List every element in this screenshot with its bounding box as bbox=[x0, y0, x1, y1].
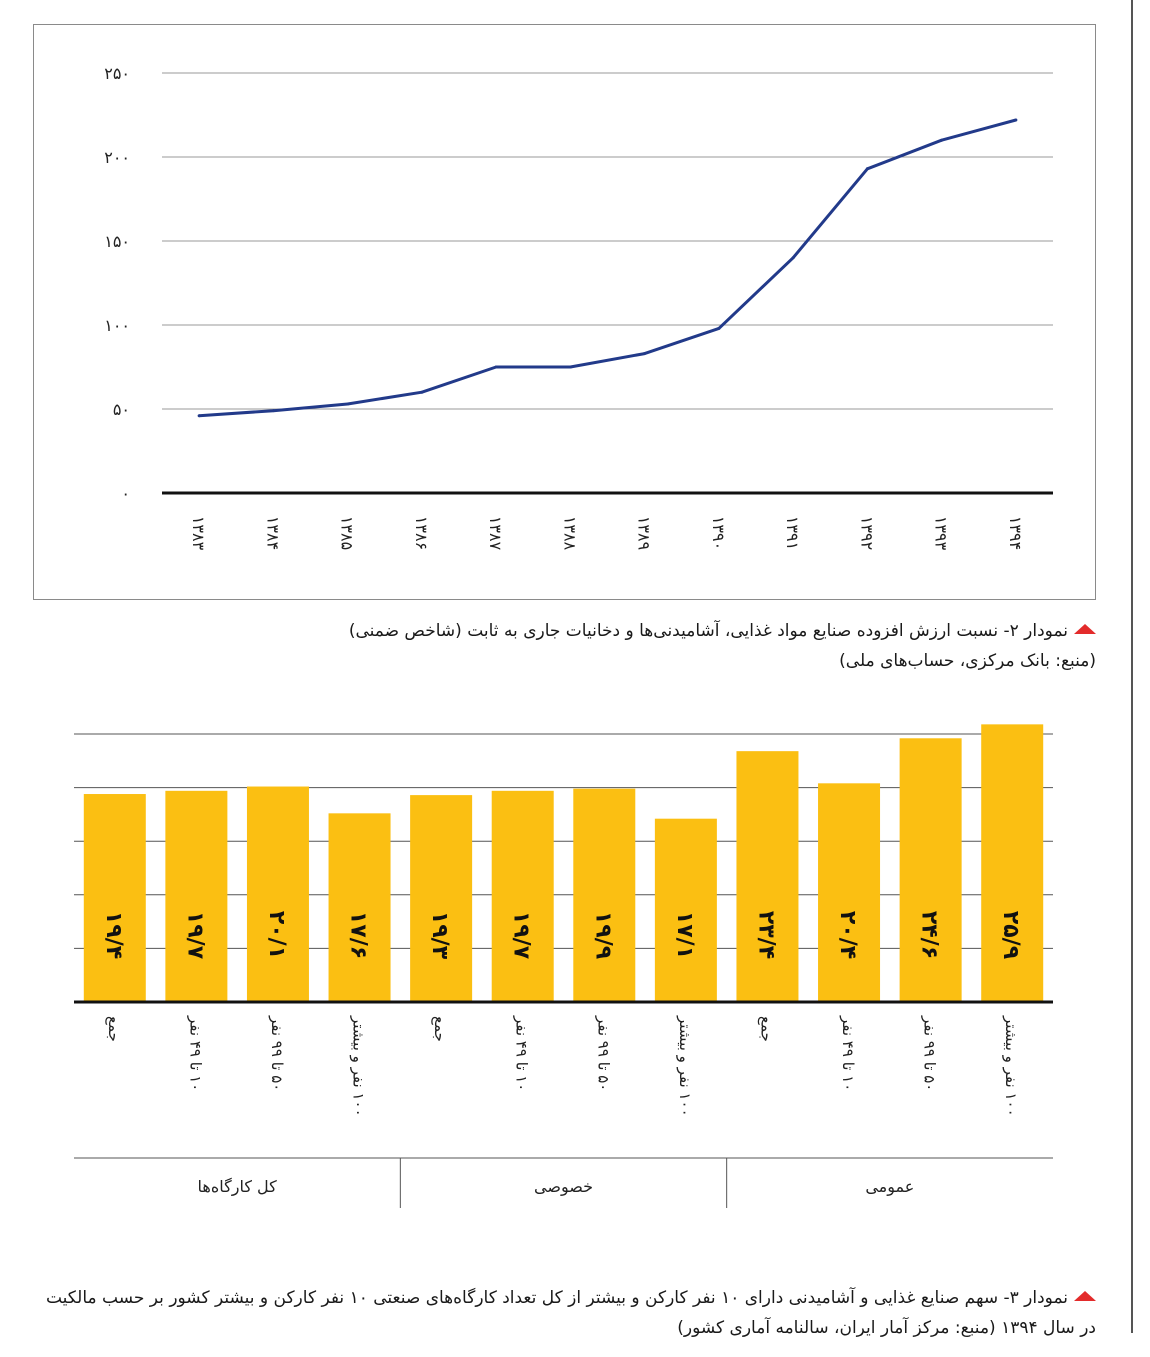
data-point bbox=[494, 365, 498, 369]
bar-value-label: ۲۰/۴ bbox=[835, 911, 860, 959]
chart-3-caption: نمودار ۳- سهم صنایع غذایی و آشامیدنی دار… bbox=[36, 1283, 1096, 1343]
data-point bbox=[643, 352, 647, 356]
bar-chart: ۱۹/۴ جمع ۱۹/۷ ۱۰ تا ۴۹ نفر ۲۰/۱ ۵۰ تا ۹۹ نفر ۱… bbox=[74, 724, 1053, 1208]
bar-value-label: ۱۷/۱ bbox=[672, 911, 697, 959]
x-tick-label: ۱۳۹۲ bbox=[857, 516, 876, 550]
x-category-label: ۱۰ تا ۴۹ نفر bbox=[839, 1015, 857, 1091]
data-point bbox=[865, 167, 869, 171]
data-point bbox=[197, 414, 201, 418]
bar bbox=[654, 818, 717, 1002]
x-tick-label: ۱۳۹۱ bbox=[783, 516, 802, 550]
x-tick-label: ۱۳۹۰ bbox=[709, 516, 728, 550]
bar-value-label: ۱۹/۴ bbox=[101, 911, 126, 959]
bar-value-label: ۱۷/۶ bbox=[346, 911, 371, 959]
x-category-label: ۱۰ تا ۴۹ نفر bbox=[513, 1015, 531, 1091]
page-margin-rule bbox=[1131, 0, 1133, 1333]
data-point bbox=[940, 138, 944, 142]
bar-value-label: ۱۹/۳ bbox=[427, 911, 452, 960]
x-tick-label: ۱۳۹۳ bbox=[932, 516, 951, 551]
bar bbox=[491, 790, 554, 1002]
bar bbox=[246, 786, 309, 1002]
bar-value-label: ۱۹/۷ bbox=[509, 911, 534, 960]
line-chart-frame bbox=[33, 24, 1096, 600]
x-tick-label: ۱۳۹۴ bbox=[1006, 516, 1025, 550]
bar bbox=[83, 794, 146, 1002]
x-category-label: جمع bbox=[757, 1016, 775, 1042]
x-tick-label: ۱۳۸۵ bbox=[338, 516, 357, 550]
data-point bbox=[271, 409, 275, 413]
bar bbox=[899, 738, 962, 1002]
x-tick-label: ۱۳۸۷ bbox=[486, 516, 505, 551]
bar bbox=[981, 724, 1044, 1002]
x-category-label: ۵۰ تا ۹۹ نفر bbox=[921, 1015, 939, 1091]
bar bbox=[165, 790, 228, 1002]
data-point bbox=[791, 256, 795, 260]
chart-2-title-row: نمودار ۲- نسبت ارزش افزوده صنایع مواد غذ… bbox=[116, 616, 1096, 646]
bar-value-label: ۱۹/۹ bbox=[590, 911, 615, 959]
series-line bbox=[198, 118, 1017, 418]
data-point bbox=[717, 326, 721, 330]
chart-2-title: نمودار ۲- نسبت ارزش افزوده صنایع مواد غذ… bbox=[348, 621, 1068, 641]
line-chart: ۰ ۵۰ ۱۰۰ ۱۵۰ ۲۰۰ ۲۵۰ ۱۳۸۳ ۱۳۸۴ ۱۳۸۵ ۱۳۸۶ ۱۳۸۷ ۱۳۸۸ ۱… bbox=[104, 64, 1053, 551]
bar-value-label: ۲۳/۴ bbox=[753, 911, 778, 959]
bar bbox=[736, 751, 799, 1002]
bar-value-label: ۲۴/۶ bbox=[917, 911, 942, 959]
group-label: خصوصی bbox=[534, 1177, 593, 1197]
data-point bbox=[568, 365, 572, 369]
y-tick-label: ۱۰۰ bbox=[104, 316, 130, 335]
bar-value-label: ۱۹/۷ bbox=[182, 911, 207, 960]
chart-2-caption: نمودار ۲- نسبت ارزش افزوده صنایع مواد غذ… bbox=[116, 616, 1096, 676]
x-category-label: ۱۰۰ نفر و بیشتر bbox=[1002, 1015, 1020, 1117]
y-tick-label: ۰ bbox=[121, 484, 130, 503]
data-point bbox=[346, 402, 350, 406]
x-tick-label: ۱۳۸۸ bbox=[560, 516, 579, 551]
bar bbox=[328, 813, 391, 1002]
y-tick-label: ۱۵۰ bbox=[104, 232, 130, 251]
chart-3-title: نمودار ۳- سهم صنایع غذایی و آشامیدنی دار… bbox=[45, 1288, 1096, 1338]
data-point bbox=[1014, 118, 1018, 122]
x-category-label: ۱۰۰ نفر و بیشتر bbox=[676, 1015, 694, 1117]
data-point bbox=[420, 390, 424, 394]
triangle-marker-icon bbox=[1074, 624, 1096, 634]
x-category-label: ۱۰۰ نفر و بیشتر bbox=[350, 1015, 368, 1117]
chart-2-source: (منبع: بانک مرکزی، حساب‌های ملی) bbox=[839, 651, 1096, 671]
x-tick-label: ۱۳۸۶ bbox=[412, 516, 431, 550]
x-category-label: جمع bbox=[105, 1016, 123, 1042]
bar bbox=[410, 795, 473, 1002]
y-tick-label: ۲۰۰ bbox=[104, 148, 130, 167]
x-category-label: ۵۰ تا ۹۹ نفر bbox=[594, 1015, 612, 1091]
x-category-label: ۱۰ تا ۴۹ نفر bbox=[186, 1015, 204, 1091]
y-tick-label: ۲۵۰ bbox=[104, 64, 130, 83]
bar bbox=[573, 788, 636, 1002]
x-tick-label: ۱۳۸۹ bbox=[635, 516, 654, 550]
y-tick-label: ۵۰ bbox=[113, 400, 130, 419]
bar-value-label: ۲۰/۱ bbox=[264, 911, 289, 959]
x-tick-label: ۱۳۸۴ bbox=[263, 516, 282, 550]
bar bbox=[818, 783, 881, 1002]
group-label: عمومی bbox=[865, 1177, 914, 1197]
bar-value-label: ۲۵/۹ bbox=[998, 911, 1023, 959]
x-tick-label: ۱۳۸۳ bbox=[189, 516, 208, 551]
x-category-label: ۵۰ تا ۹۹ نفر bbox=[268, 1015, 286, 1091]
group-label: کل کارگاه‌ها bbox=[198, 1177, 278, 1197]
x-category-label: جمع bbox=[431, 1016, 449, 1042]
triangle-marker-icon bbox=[1074, 1291, 1096, 1301]
